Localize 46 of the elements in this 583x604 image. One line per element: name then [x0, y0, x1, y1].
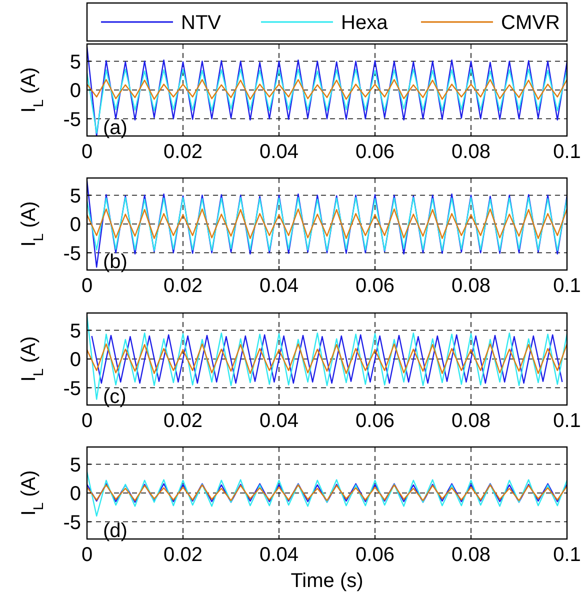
annotation: (a): [103, 117, 128, 139]
x-tick-label: 0.06: [356, 410, 394, 432]
x-tick-label: 0.06: [356, 544, 394, 566]
x-tick-label: 0.1: [553, 141, 581, 163]
x-tick-label: 0.06: [356, 275, 394, 297]
line-series: [87, 343, 567, 374]
x-tick-label: 0.06: [356, 141, 394, 163]
line-series: [87, 208, 567, 239]
x-tick-label: 0.08: [452, 544, 490, 566]
y-tick-label: 5: [70, 320, 81, 342]
x-axis-title: Time (s): [290, 570, 364, 592]
y-tick-label: 0: [70, 483, 81, 505]
y-tick-label: 0: [70, 349, 81, 371]
line-series: [91, 334, 563, 384]
x-tick-label: 0.04: [260, 410, 298, 432]
y-tick-label: 5: [70, 185, 81, 208]
y-tick-label: 5: [70, 51, 81, 74]
legend-label: CMVR: [501, 12, 560, 34]
y-tick-label: -5: [63, 108, 81, 131]
x-tick-label: 0.08: [452, 275, 490, 297]
x-tick-label: 0.04: [260, 141, 298, 163]
y-tick-label: -5: [63, 512, 81, 534]
y-tick-label: -5: [63, 242, 81, 265]
line-series: [87, 471, 567, 517]
x-tick-label: 0.02: [164, 410, 202, 432]
x-tick-label: 0.1: [553, 544, 581, 566]
legend-label: NTV: [181, 12, 222, 34]
x-tick-label: 0.1: [553, 410, 581, 432]
y-tick-label: 0: [70, 80, 81, 102]
legend-label: Hexa: [341, 12, 389, 34]
line-series: [87, 79, 567, 100]
x-tick-label: 0.02: [164, 275, 202, 297]
x-tick-label: 0.04: [260, 544, 298, 566]
x-tick-label: 0.1: [553, 275, 581, 297]
annotation: (c): [103, 386, 126, 408]
x-tick-label: 0.04: [260, 275, 298, 297]
annotation: (d): [103, 520, 128, 542]
y-tick-label: -5: [63, 378, 81, 400]
annotation: (b): [103, 251, 128, 273]
y-tick-label: 5: [70, 454, 81, 476]
x-tick-label: 0.08: [452, 141, 490, 163]
x-tick-label: 0.02: [164, 141, 202, 163]
x-tick-label: 0.08: [452, 410, 490, 432]
x-tick-label: 0.02: [164, 544, 202, 566]
line-series: [87, 196, 567, 252]
y-tick-label: 0: [70, 214, 81, 236]
